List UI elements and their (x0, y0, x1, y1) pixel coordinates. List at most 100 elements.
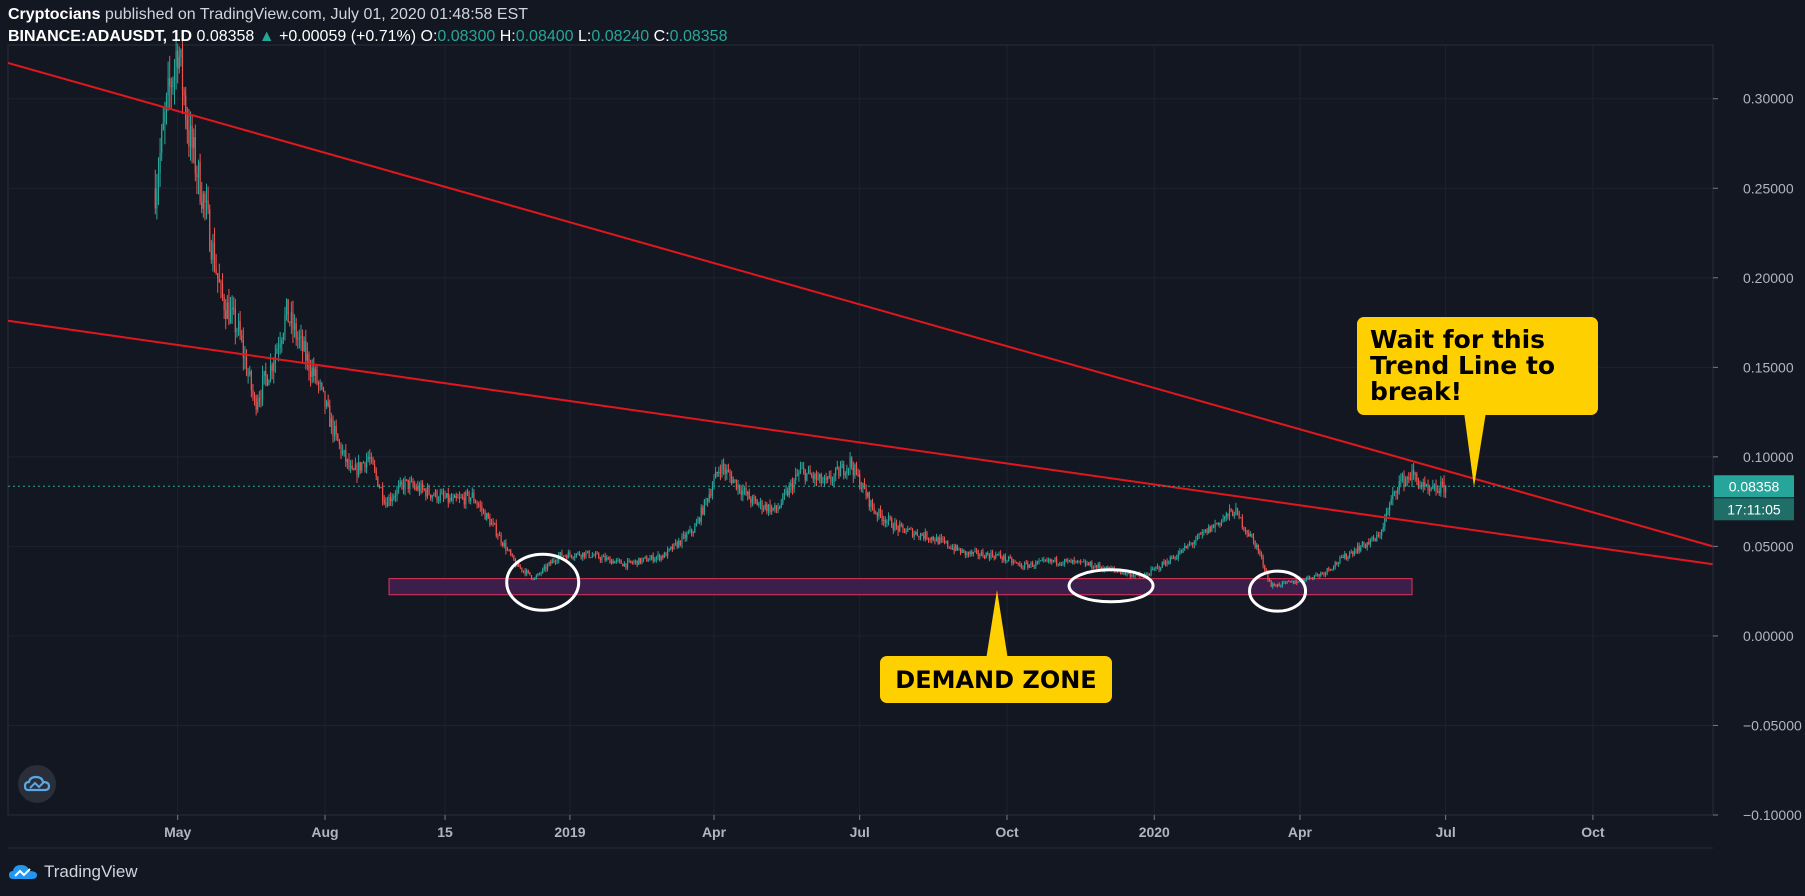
candle-body (626, 560, 629, 568)
candle-body (1027, 563, 1029, 568)
candle-body (1244, 529, 1247, 531)
candle-body (1040, 560, 1042, 562)
publisher-name[interactable]: Cryptocians (8, 6, 101, 23)
candle-body (1332, 567, 1335, 569)
candle-body (185, 95, 187, 120)
candle-body (538, 573, 541, 575)
candle-body (674, 542, 677, 544)
candle-body (1374, 538, 1376, 541)
candle-body (1022, 567, 1024, 569)
low-label: L: (578, 28, 592, 45)
candle-body (242, 339, 244, 358)
candle-body (1128, 572, 1130, 574)
candle-body (801, 468, 803, 469)
candle-body (1382, 527, 1384, 530)
candle-body (164, 112, 166, 123)
candle-body (838, 467, 840, 477)
candle-body (186, 119, 188, 130)
candle-body (474, 500, 477, 504)
candle-body (622, 563, 624, 567)
candle-body (647, 560, 649, 562)
candle-body (1441, 481, 1444, 483)
candle-body (577, 552, 579, 554)
candle-body (1248, 533, 1250, 536)
candle-body (580, 555, 582, 558)
candle-body (569, 552, 571, 555)
price-tag-box (1714, 475, 1794, 498)
tradingview-cloud-icon[interactable] (18, 765, 56, 803)
candle-body (695, 522, 698, 527)
candle-body (1254, 540, 1256, 548)
candle-body (1329, 569, 1331, 571)
candle-body (478, 504, 480, 506)
candle-body (388, 496, 390, 507)
candle-body (881, 514, 883, 522)
candle-body (325, 401, 328, 407)
candle-body (311, 367, 313, 377)
candle-body (711, 487, 714, 496)
candle-body (932, 536, 934, 540)
candle-body (827, 477, 829, 480)
candle-body (354, 464, 357, 470)
candle-body (868, 492, 870, 507)
symbol-label[interactable]: BINANCE:ADAUSDT, 1D (8, 28, 193, 45)
candle-body (955, 545, 957, 551)
candle-body (330, 418, 332, 427)
x-tick-label: Apr (1288, 824, 1313, 840)
candle-body (422, 483, 424, 489)
candle-body (412, 481, 414, 486)
candle-body (226, 302, 228, 319)
candle-body (1268, 579, 1271, 581)
candle-body (321, 382, 323, 387)
candle-body (479, 505, 481, 507)
candle-body (755, 498, 757, 501)
candle-body (1187, 544, 1189, 548)
candle-body (633, 561, 635, 563)
candle-body (1373, 537, 1375, 539)
candle-body (870, 500, 872, 507)
candle-body (585, 552, 587, 557)
candle-body (167, 78, 169, 96)
candle-body (974, 550, 976, 552)
candle-body (982, 552, 984, 557)
candle-body (228, 302, 230, 324)
trendline-callout[interactable]: Wait for this Trend Line to break! (1357, 317, 1598, 487)
candle-body (1059, 563, 1061, 565)
candle-body (783, 492, 786, 495)
brand-label: TradingView (44, 862, 138, 881)
candle-body (410, 481, 413, 482)
high-label: H: (499, 28, 516, 45)
candle-body (1345, 553, 1347, 559)
candle-body (1001, 557, 1003, 560)
candle-body (745, 488, 747, 495)
candle-body (662, 555, 664, 558)
candle-body (641, 559, 643, 563)
candle-body (545, 566, 547, 570)
candle-body (999, 553, 1002, 558)
candle-body (1379, 535, 1381, 537)
demand-callout[interactable]: DEMAND ZONE (880, 590, 1112, 703)
candle-body (1075, 560, 1077, 562)
candle-body (204, 193, 206, 203)
candle-body (175, 50, 177, 67)
candle-body (433, 495, 435, 497)
candle-body (724, 468, 726, 474)
candle-body (1188, 544, 1191, 545)
candle-body (366, 459, 368, 468)
candle-body (269, 364, 272, 381)
published-text: published on TradingView.com, July 01, 2… (100, 6, 529, 23)
candle-body (180, 49, 182, 58)
candle-body (1336, 562, 1338, 564)
candle-body (177, 50, 179, 69)
y-tick-label: −0.05000 (1743, 717, 1802, 733)
candle-body (673, 543, 675, 550)
candle-body (1236, 508, 1239, 512)
candle-body (430, 494, 432, 498)
tradingview-brand[interactable]: TradingView (8, 858, 138, 886)
candle-body (1051, 560, 1053, 562)
candle-body (1390, 499, 1392, 505)
candle-body (814, 473, 816, 480)
candle-body (207, 200, 209, 209)
candle-body (602, 556, 605, 558)
